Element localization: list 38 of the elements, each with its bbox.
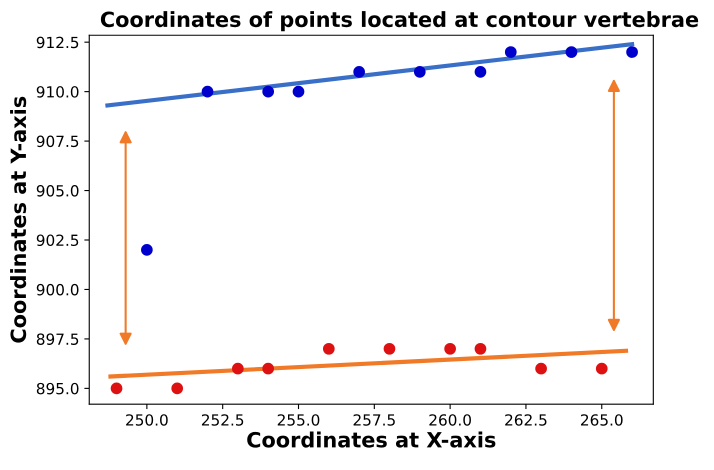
x-axis-title: Coordinates at X-axis	[247, 431, 496, 448]
point	[474, 342, 486, 355]
y-tick-label: 905.0	[36, 185, 79, 197]
point	[596, 362, 608, 374]
point	[141, 244, 153, 256]
y-tick-label: 912.5	[36, 36, 78, 48]
point	[292, 86, 304, 98]
x-tick-label: 265.0	[581, 414, 623, 426]
point	[353, 66, 365, 78]
x-tick-label: 257.5	[354, 414, 395, 426]
point	[171, 382, 184, 394]
point	[384, 342, 396, 355]
y-axis-title: Coordinates at Y-axis	[10, 96, 26, 343]
point	[626, 46, 638, 58]
x-tick-label: 250.0	[126, 414, 168, 426]
point	[504, 46, 517, 58]
x-tick-label: 255.0	[278, 414, 320, 426]
y-tick-label: 895.0	[36, 382, 79, 394]
chart-title: Coordinates of points located at contour vertebrae	[100, 11, 698, 32]
point	[414, 66, 426, 78]
y-tick-label: 897.5	[36, 333, 78, 345]
x-tick-label: 260.0	[429, 414, 471, 426]
y-tick-label: 902.5	[36, 234, 78, 246]
point	[202, 86, 214, 98]
y-tick-label: 907.5	[36, 136, 78, 148]
y-tick-label: 910.0	[36, 86, 79, 98]
point	[232, 362, 244, 374]
point	[535, 362, 547, 374]
point	[322, 342, 335, 355]
point	[444, 342, 456, 355]
x-tick-label: 252.5	[202, 414, 244, 426]
point	[262, 86, 274, 98]
y-tick-label: 900.0	[36, 284, 79, 296]
x-tick-label: 262.5	[505, 414, 546, 426]
point	[110, 382, 122, 394]
point	[262, 362, 274, 374]
point	[566, 46, 578, 58]
point	[474, 66, 486, 78]
